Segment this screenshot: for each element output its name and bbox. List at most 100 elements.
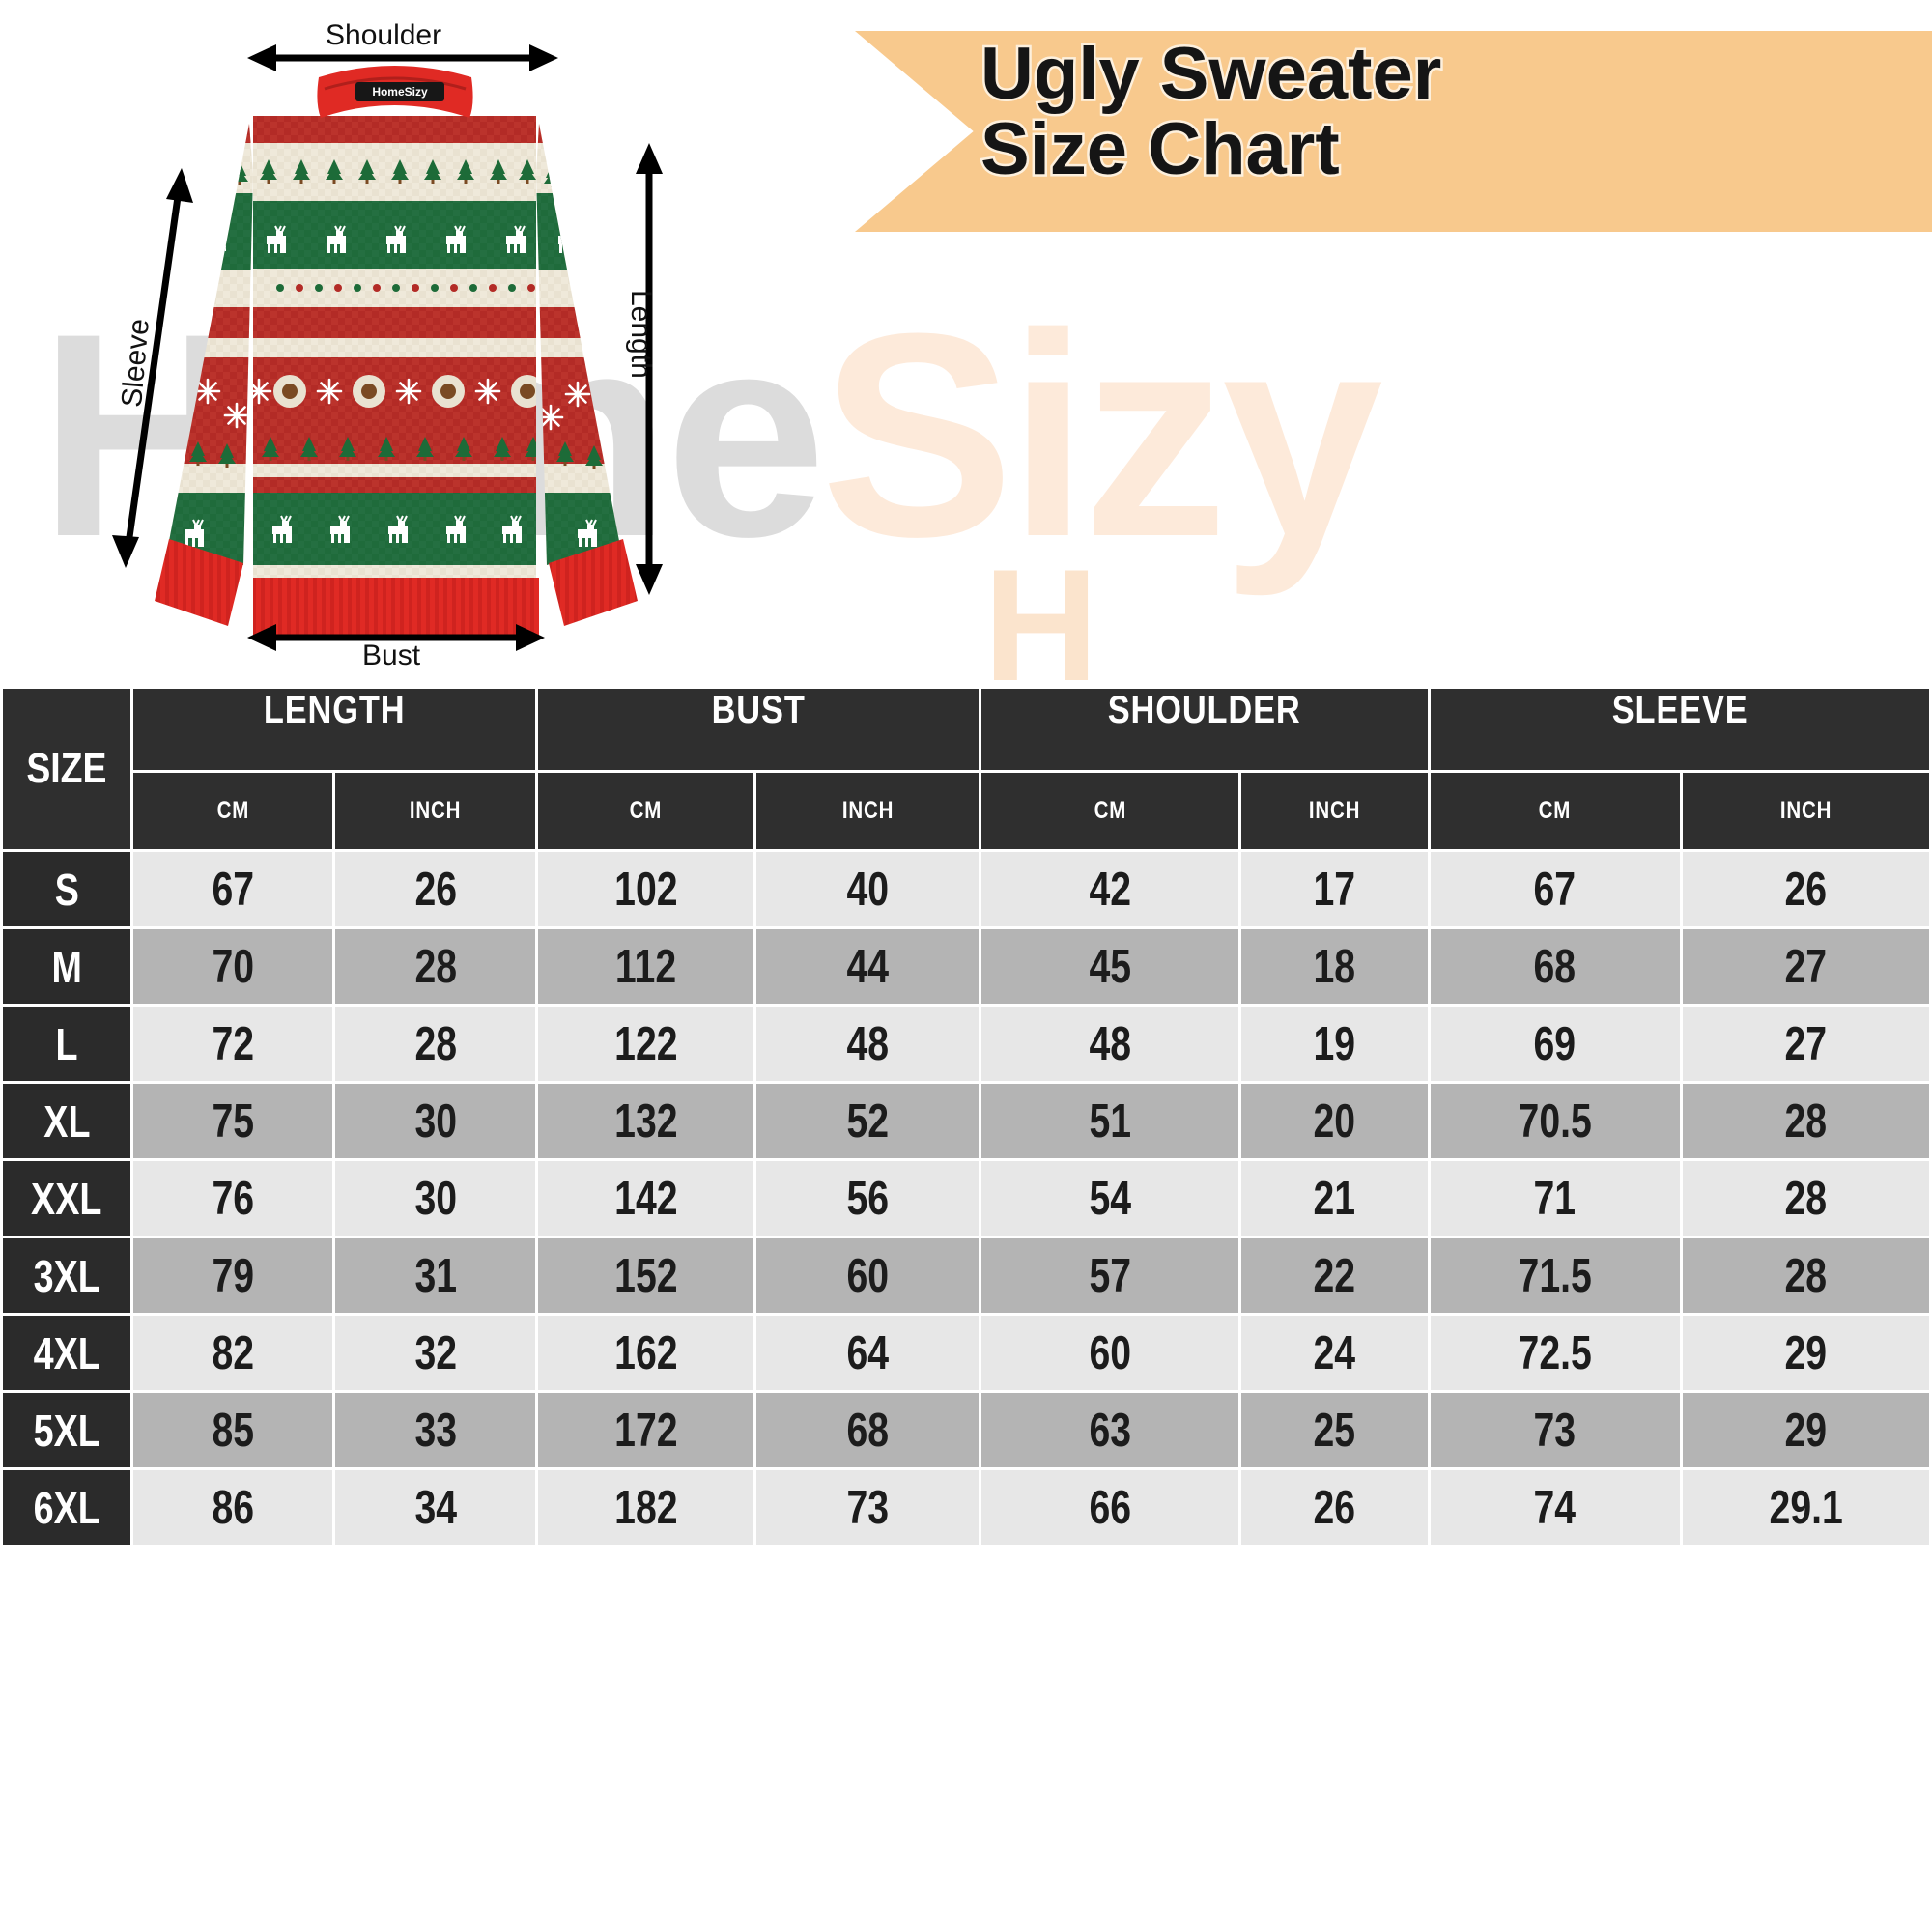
cell-size: S [0, 849, 133, 929]
cell-length-cm-value: 75 [212, 1094, 254, 1148]
cell-shoulder-inch: 17 [1237, 849, 1431, 929]
header-group-sleeve: SLEEVE [1427, 686, 1932, 773]
cell-shoulder-inch-value: 21 [1313, 1172, 1356, 1225]
cell-bust-inch: 56 [753, 1158, 982, 1238]
header-group-bust: BUST [535, 686, 982, 773]
header-size-label: SIZE [26, 745, 107, 792]
cell-sleeve-inch-value: 28 [1784, 1094, 1828, 1148]
sweater-illustration: HomeSizy [0, 0, 850, 676]
cell-bust-cm: 132 [535, 1081, 757, 1161]
cell-sleeve-cm: 68 [1427, 926, 1683, 1007]
cell-shoulder-inch: 26 [1237, 1467, 1431, 1548]
cell-sleeve-inch-value: 29 [1784, 1326, 1828, 1379]
cell-bust-inch-value: 60 [846, 1249, 890, 1302]
cell-length-inch-value: 28 [413, 1017, 457, 1070]
cell-sleeve-cm: 71.5 [1427, 1236, 1683, 1316]
cell-length-cm: 72 [129, 1004, 336, 1084]
cell-shoulder-cm-value: 51 [1089, 1094, 1131, 1148]
cell-sleeve-cm-value: 69 [1533, 1017, 1577, 1070]
cell-bust-inch: 52 [753, 1081, 982, 1161]
cell-sleeve-cm-value: 74 [1533, 1481, 1577, 1534]
header-group-length: LENGTH [129, 686, 539, 773]
cell-bust-cm-value: 112 [614, 940, 677, 993]
cell-bust-inch-value: 52 [846, 1094, 890, 1148]
header-group-sleeve-label: SLEEVE [1611, 689, 1748, 731]
cell-sleeve-cm-value: 71 [1533, 1172, 1577, 1225]
cell-shoulder-cm-value: 45 [1089, 940, 1131, 993]
cell-bust-cm-value: 172 [613, 1404, 678, 1457]
header-unit-length-inch: INCH [332, 770, 539, 852]
cell-length-inch-value: 28 [413, 940, 457, 993]
title-banner-text: Ugly Sweater Size Chart [979, 34, 1932, 190]
cell-size-label: 4XL [33, 1327, 100, 1378]
cell-size-label: 6XL [33, 1482, 100, 1533]
cell-shoulder-cm: 57 [979, 1236, 1241, 1316]
cell-bust-inch: 68 [753, 1390, 982, 1470]
cell-length-inch: 28 [332, 1004, 539, 1084]
cell-bust-cm-value: 102 [613, 863, 678, 916]
cell-shoulder-inch-value: 17 [1313, 863, 1356, 916]
cell-size: L [0, 1004, 133, 1084]
header-unit-shoulder-inch-label: INCH [1308, 797, 1360, 824]
cell-sleeve-cm-value: 70.5 [1518, 1094, 1592, 1148]
cell-bust-cm: 182 [535, 1467, 757, 1548]
cell-length-inch-value: 34 [413, 1481, 457, 1534]
cell-shoulder-cm: 66 [979, 1467, 1241, 1548]
table-row: M 70 28 112 44 45 18 68 27 [0, 926, 1932, 1007]
cell-length-inch: 31 [332, 1236, 539, 1316]
cell-shoulder-inch: 24 [1237, 1313, 1431, 1393]
header-unit-shoulder-cm-label: CM [1094, 797, 1126, 824]
cell-length-cm: 67 [129, 849, 336, 929]
cell-length-cm-value: 79 [212, 1249, 254, 1302]
cell-bust-inch: 48 [753, 1004, 982, 1084]
table-row: S 67 26 102 40 42 17 67 26 [0, 849, 1932, 929]
cell-size-label: M [51, 941, 82, 992]
cell-length-inch: 32 [332, 1313, 539, 1393]
cell-shoulder-inch: 18 [1237, 926, 1431, 1007]
cell-sleeve-inch: 29.1 [1679, 1467, 1932, 1548]
cell-size: M [0, 926, 133, 1007]
cell-bust-cm-value: 132 [613, 1094, 678, 1148]
cell-sleeve-inch-value: 26 [1784, 863, 1828, 916]
cell-size-label: S [54, 864, 79, 915]
cell-length-cm-value: 76 [212, 1172, 254, 1225]
table-row: XL 75 30 132 52 51 20 70.5 28 [0, 1081, 1932, 1161]
cell-shoulder-cm-value: 66 [1089, 1481, 1131, 1534]
size-table-container: SIZE LENGTH BUST SHOULDER SLEEVE CM INCH… [0, 686, 1932, 1548]
cell-sleeve-cm: 67 [1427, 849, 1683, 929]
sweater-right-cuff [549, 539, 638, 626]
header-unit-sleeve-cm-label: CM [1538, 797, 1572, 824]
cell-length-inch: 28 [332, 926, 539, 1007]
cell-length-cm-value: 86 [212, 1481, 254, 1534]
header-unit-bust-inch-label: INCH [841, 797, 894, 824]
sweater-right-sleeve [536, 124, 619, 565]
cell-sleeve-inch: 28 [1679, 1081, 1932, 1161]
brand-tag: HomeSizy [355, 82, 444, 101]
size-table-body: S 67 26 102 40 42 17 67 26 M 70 28 112 44 45 18 68 27 L 72 2… [0, 849, 1932, 1548]
table-row: 6XL 86 34 182 73 66 26 74 29.1 [0, 1467, 1932, 1548]
cell-bust-cm-value: 162 [613, 1326, 678, 1379]
title-banner-ribbon [855, 31, 1932, 232]
cell-bust-cm-value: 122 [613, 1017, 678, 1070]
cell-sleeve-inch: 27 [1679, 1004, 1932, 1084]
header-row-groups: SIZE LENGTH BUST SHOULDER SLEEVE [0, 686, 1932, 852]
cell-shoulder-cm-value: 42 [1089, 863, 1131, 916]
cell-bust-cm: 142 [535, 1158, 757, 1238]
cell-sleeve-inch-value: 29 [1784, 1404, 1828, 1457]
cell-length-inch-value: 33 [413, 1404, 457, 1457]
cell-length-cm: 85 [129, 1390, 336, 1470]
cell-shoulder-inch-value: 24 [1313, 1326, 1356, 1379]
cell-shoulder-inch-value: 25 [1313, 1404, 1356, 1457]
sweater-body [253, 116, 536, 580]
cell-size: 3XL [0, 1236, 133, 1316]
cell-shoulder-inch: 22 [1237, 1236, 1431, 1316]
cell-length-cm-value: 70 [212, 940, 254, 993]
cell-shoulder-inch-value: 26 [1313, 1481, 1356, 1534]
header-unit-bust-cm: CM [535, 770, 757, 852]
cell-sleeve-cm: 69 [1427, 1004, 1683, 1084]
header-unit-length-cm: CM [129, 770, 336, 852]
cell-shoulder-cm-value: 48 [1089, 1017, 1131, 1070]
table-row: XXL 76 30 142 56 54 21 71 28 [0, 1158, 1932, 1238]
cell-shoulder-cm: 45 [979, 926, 1241, 1007]
